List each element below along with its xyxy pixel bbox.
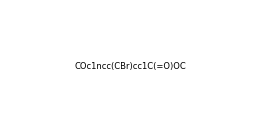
Text: COc1ncc(CBr)cc1C(=O)OC: COc1ncc(CBr)cc1C(=O)OC bbox=[75, 62, 186, 72]
